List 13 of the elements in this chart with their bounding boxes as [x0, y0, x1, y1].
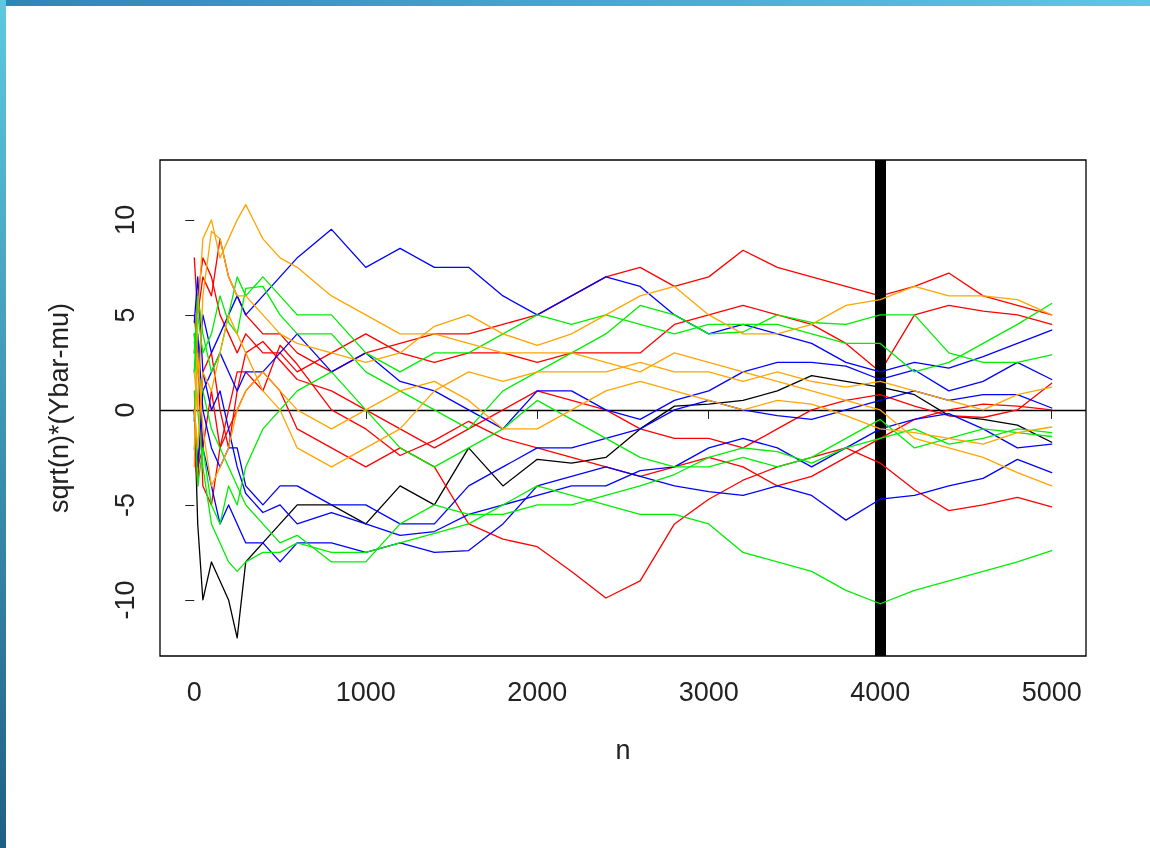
y-tick-label: -10 [109, 580, 140, 620]
y-axis-title: sqrt(n)*(Ybar-mu) [43, 302, 74, 514]
x-axis-title: n [615, 734, 631, 765]
x-tick-label: 3000 [678, 676, 739, 707]
y-tick-label: -5 [109, 492, 140, 517]
x-tick-label: 0 [186, 676, 202, 707]
y-tick-label: 10 [109, 204, 140, 235]
y-tick-label: 0 [109, 402, 140, 418]
x-tick-label: 1000 [335, 676, 396, 707]
x-tick-label: 4000 [850, 676, 911, 707]
x-tick-label: 5000 [1021, 676, 1082, 707]
y-tick-label: 5 [109, 307, 140, 323]
x-tick-label: 2000 [507, 676, 568, 707]
